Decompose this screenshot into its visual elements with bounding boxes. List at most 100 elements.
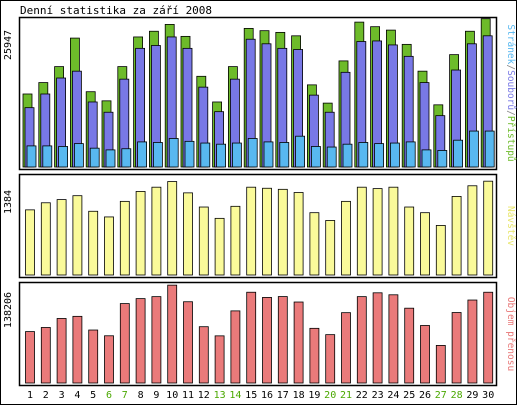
x-tick-label-day-11: 11: [182, 390, 194, 401]
chart-title: Denní statistika za září 2008: [20, 4, 212, 17]
bar-visits-day-5: [88, 210, 99, 276]
bar-visits-day-23: [372, 188, 383, 276]
legend-top: Stránek/Souborů/Přístupů: [505, 24, 516, 161]
bar-visits-day-26: [420, 212, 430, 276]
bar-kbytes-day-2: [40, 327, 51, 384]
bar-visits-day-18: [293, 192, 304, 276]
bar-visits-day-4: [72, 195, 83, 276]
x-tick-label-day-1: 1: [27, 390, 33, 401]
bar-kbytes-day-30: [483, 291, 494, 384]
ytick-label-mid: 1384: [3, 190, 14, 214]
bar-pages-day-11: [184, 140, 195, 168]
bar-kbytes-day-25: [404, 307, 415, 384]
legend-top-item-3: /: [505, 110, 516, 116]
bar-pages-day-15: [247, 138, 258, 168]
bar-kbytes-day-23: [372, 292, 383, 384]
bar-pages-day-19: [310, 146, 321, 168]
x-tick-label-day-26: 26: [419, 390, 431, 401]
bar-visits-day-3: [56, 199, 67, 276]
bar-kbytes-day-11: [183, 301, 193, 384]
bar-kbytes-day-28: [451, 312, 462, 384]
bar-visits-day-16: [262, 187, 272, 276]
legend-top-item-2: Souborů: [505, 70, 516, 110]
bar-visits-day-11: [183, 192, 193, 276]
x-tick-label-day-12: 12: [198, 390, 210, 401]
x-tick-label-day-20: 20: [324, 390, 336, 401]
x-tick-label-day-25: 25: [403, 390, 415, 401]
x-tick-label-day-19: 19: [308, 390, 320, 401]
bar-visits-day-7: [119, 200, 130, 276]
bar-pages-day-8: [137, 141, 148, 168]
bar-visits-day-29: [467, 185, 478, 276]
bar-kbytes-day-29: [467, 299, 478, 384]
bar-kbytes-day-8: [135, 298, 146, 384]
bar-pages-day-27: [437, 150, 448, 168]
bar-kbytes-day-17: [277, 296, 288, 384]
ytick-label-bot: 138206: [3, 292, 14, 328]
legend-mid: Návštěv: [505, 206, 516, 246]
bar-visits-day-12: [198, 206, 209, 276]
bar-pages-day-21: [342, 143, 353, 168]
x-tick-label-day-13: 13: [214, 390, 226, 401]
panel-frame-top: [18, 16, 498, 171]
bar-visits-day-17: [277, 188, 288, 276]
x-tick-label-day-30: 30: [482, 390, 494, 401]
x-tick-label-day-18: 18: [293, 390, 305, 401]
bar-pages-day-14: [231, 142, 242, 168]
x-tick-label-day-8: 8: [138, 390, 144, 401]
bar-visits-day-27: [435, 225, 446, 276]
legend-top-item-0: Stránek: [505, 24, 516, 64]
bar-kbytes-day-1: [25, 331, 35, 384]
panel-frame-mid: [18, 173, 498, 279]
bar-visits-day-25: [404, 206, 415, 276]
bar-pages-day-26: [421, 149, 432, 168]
bar-kbytes-day-24: [388, 294, 399, 384]
x-tick-label-day-15: 15: [245, 390, 257, 401]
x-tick-label-day-21: 21: [340, 390, 352, 401]
bar-pages-day-28: [453, 139, 464, 168]
bar-visits-day-6: [104, 216, 114, 276]
bar-pages-day-22: [358, 142, 369, 168]
x-tick-label-day-4: 4: [74, 390, 80, 401]
bar-pages-day-5: [89, 147, 100, 168]
bar-visits-day-15: [246, 186, 257, 276]
bar-pages-day-16: [263, 141, 274, 168]
bar-pages-day-12: [200, 142, 211, 168]
x-tick-label-day-17: 17: [277, 390, 289, 401]
legend-bot: Objem přenosu: [505, 297, 516, 371]
bar-kbytes-day-15: [246, 291, 257, 384]
bar-visits-day-1: [25, 209, 35, 276]
x-tick-label-day-16: 16: [261, 390, 273, 401]
bar-kbytes-day-16: [262, 297, 272, 384]
bar-pages-day-17: [279, 142, 290, 168]
bar-pages-day-9: [152, 142, 163, 168]
bar-visits-day-28: [451, 196, 462, 276]
bar-visits-day-10: [167, 181, 178, 276]
bar-pages-day-1: [26, 145, 37, 168]
bar-pages-day-24: [389, 142, 400, 168]
x-tick-label-day-2: 2: [43, 390, 49, 401]
bar-visits-day-14: [230, 205, 241, 276]
x-tick-label-day-3: 3: [59, 390, 65, 401]
bar-visits-day-8: [135, 191, 146, 276]
bar-visits-day-30: [483, 180, 494, 276]
x-tick-label-day-29: 29: [466, 390, 478, 401]
bar-kbytes-day-6: [104, 335, 114, 384]
ytick-label-top: 25947: [3, 30, 14, 60]
bar-pages-day-23: [374, 143, 385, 168]
bar-pages-day-3: [58, 146, 68, 168]
x-tick-label-day-23: 23: [372, 390, 384, 401]
bar-kbytes-day-26: [420, 325, 430, 384]
x-tick-label-day-9: 9: [153, 390, 159, 401]
bar-kbytes-day-7: [119, 303, 130, 384]
bar-kbytes-day-22: [356, 296, 367, 384]
x-tick-label-day-14: 14: [229, 390, 241, 401]
bar-pages-day-13: [216, 143, 227, 168]
bar-kbytes-day-3: [56, 318, 67, 384]
bar-visits-day-19: [309, 212, 320, 276]
bar-kbytes-day-14: [230, 310, 241, 384]
bar-kbytes-day-21: [341, 312, 351, 384]
legend-bot-item-0: Objem přenosu: [505, 297, 516, 371]
panel-frame-bot: [18, 281, 498, 387]
